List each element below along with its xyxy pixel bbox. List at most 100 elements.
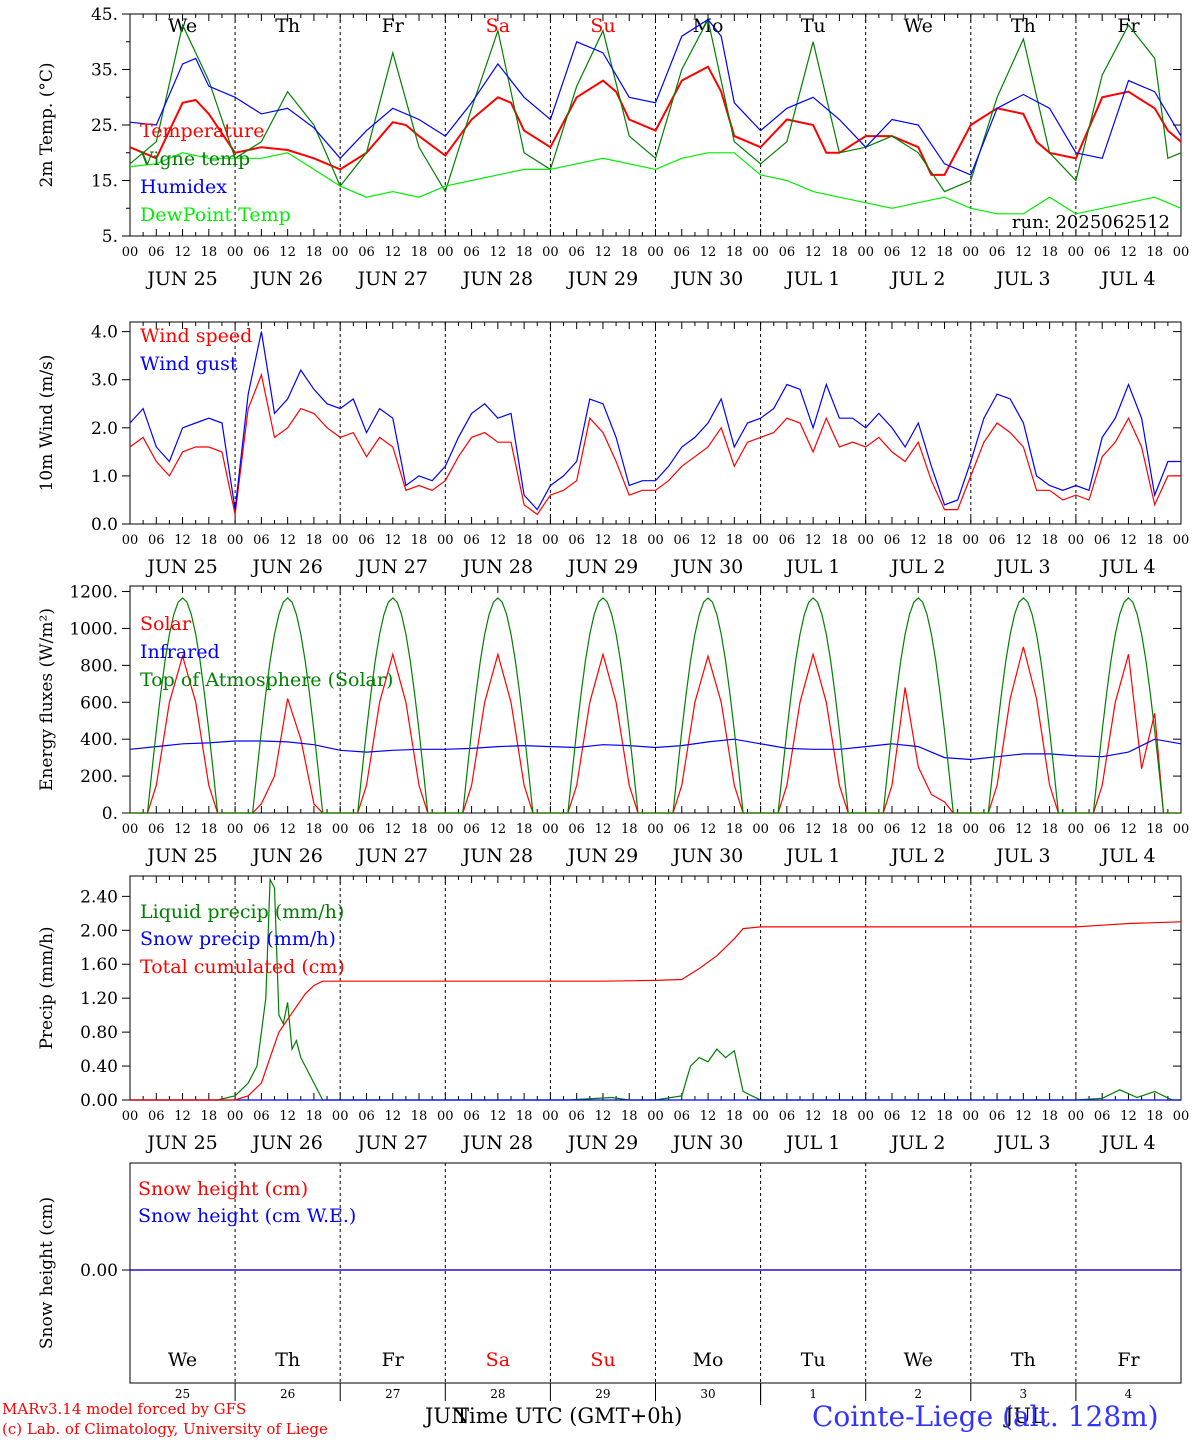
- wind-hour-label: 18: [936, 533, 953, 548]
- wind-hour-label: 00: [227, 533, 244, 548]
- precip-hour-label: 06: [253, 1109, 270, 1124]
- energy-hour-label: 18: [201, 822, 218, 837]
- energy-hour-label: 12: [174, 822, 191, 837]
- temp-hour-label: 18: [936, 245, 953, 260]
- wind-hour-label-end: 00: [1173, 533, 1190, 548]
- precip-hour-label: 00: [963, 1109, 980, 1124]
- temp-hour-label: 00: [227, 245, 244, 260]
- wind-series-line: [129, 372, 1181, 516]
- run-label: run: 2025062512: [1012, 212, 1170, 233]
- temp-day-label: JUN 27: [356, 268, 428, 290]
- energy-hour-label: 12: [595, 822, 612, 837]
- snow-ytick-label: 0.00: [80, 1261, 118, 1281]
- energy-legend-entry: Infrared: [140, 641, 220, 663]
- energy-hour-label: 12: [384, 822, 401, 837]
- temp-day-label: JUL 2: [889, 268, 945, 290]
- temp-hour-label: 18: [621, 245, 638, 260]
- temp-day-name: Tu: [801, 15, 826, 37]
- wind-ytick-label: 1.0: [91, 467, 118, 487]
- energy-hour-label: 18: [1041, 822, 1058, 837]
- wind-hour-label: 12: [384, 533, 401, 548]
- temp-day-name: Fr: [382, 15, 405, 37]
- snow-day-name: We: [904, 1349, 933, 1371]
- energy-hour-label: 00: [542, 822, 559, 837]
- wind-hour-label: 06: [568, 533, 585, 548]
- temp-series-line: [129, 65, 1182, 176]
- lab-credit-line: (c) Lab. of Climatology, University of L…: [2, 1420, 328, 1438]
- energy-hour-label: 06: [884, 822, 901, 837]
- snow-day-name: Su: [590, 1349, 615, 1371]
- temp-hour-label: 12: [700, 245, 717, 260]
- temp-hour-label: 12: [279, 245, 296, 260]
- wind-day-label: JUN 26: [250, 556, 322, 578]
- wind-hour-label: 12: [910, 533, 927, 548]
- energy-hour-label: 00: [437, 822, 454, 837]
- precip-day-label: JUN 29: [566, 1132, 638, 1154]
- energy-hour-label: 06: [989, 822, 1006, 837]
- temp-hour-label: 00: [332, 245, 349, 260]
- precip-ytick-label: 0.80: [80, 1023, 118, 1043]
- wind-hour-label: 12: [279, 533, 296, 548]
- wind-hour-label: 00: [122, 533, 139, 548]
- temp-ylabel: 2m Temp. (°C): [37, 62, 57, 187]
- month-label-jun: JUN: [425, 1404, 470, 1428]
- temp-hour-label: 00: [963, 245, 980, 260]
- precip-hour-label: 00: [542, 1109, 559, 1124]
- precip-ytick-label: 0.00: [80, 1091, 118, 1111]
- temp-day-label: JUN 29: [566, 268, 638, 290]
- temp-hour-label: 00: [647, 245, 664, 260]
- snow-day-name: Fr: [382, 1349, 405, 1371]
- energy-day-label: JUN 26: [250, 845, 322, 867]
- temp-day-label: JUN 25: [145, 268, 217, 290]
- wind-hour-label: 18: [621, 533, 638, 548]
- temp-series-line: [129, 17, 1182, 194]
- temp-hour-label: 00: [752, 245, 769, 260]
- snow-legend-entry: Snow height (cm): [138, 1178, 308, 1200]
- wind-hour-label: 12: [174, 533, 191, 548]
- energy-hour-label: 06: [568, 822, 585, 837]
- precip-day-label: JUN 27: [356, 1132, 428, 1154]
- energy-day-label: JUN 28: [461, 845, 533, 867]
- temp-day-name: Th: [275, 15, 300, 37]
- precip-legend-entry: Snow precip (mm/h): [140, 928, 336, 950]
- energy-hour-label: 18: [936, 822, 953, 837]
- energy-day-label: JUN 29: [566, 845, 638, 867]
- temp-ytick-label: 25.: [91, 116, 118, 136]
- wind-hour-label: 12: [595, 533, 612, 548]
- energy-hour-label: 00: [332, 822, 349, 837]
- wind-hour-label: 06: [148, 533, 165, 548]
- energy-day-label: JUN 30: [671, 845, 743, 867]
- temp-hour-label: 06: [568, 245, 585, 260]
- temp-hour-label: 18: [411, 245, 428, 260]
- snow-day-number: 29: [595, 1387, 610, 1401]
- temp-hour-label: 00: [122, 245, 139, 260]
- energy-hour-label: 00: [1068, 822, 1085, 837]
- energy-hour-label: 06: [253, 822, 270, 837]
- energy-hour-label: 06: [1094, 822, 1111, 837]
- precip-day-label: JUN 30: [671, 1132, 743, 1154]
- precip-ytick-label: 1.20: [80, 989, 118, 1009]
- energy-ytick-label: 0.: [102, 804, 118, 824]
- temp-ytick-label: 45.: [91, 5, 118, 25]
- month-label-jul: JUL: [1005, 1404, 1046, 1428]
- energy-hour-label: 00: [857, 822, 874, 837]
- temp-hour-label: 12: [174, 245, 191, 260]
- energy-legend-entry: Top of Atmosphere (Solar): [140, 669, 393, 691]
- precip-hour-label: 12: [1120, 1109, 1137, 1124]
- temp-ytick-label: 15.: [91, 172, 118, 192]
- energy-ytick-label: 600.: [80, 693, 118, 713]
- precip-legend-entry: Total cumulated (cm): [140, 956, 345, 978]
- wind-hour-label: 06: [358, 533, 375, 548]
- precip-hour-label: 18: [1041, 1109, 1058, 1124]
- precip-hour-label: 00: [752, 1109, 769, 1124]
- temp-hour-label: 12: [384, 245, 401, 260]
- energy-legend-entry: Solar: [140, 613, 192, 635]
- wind-ytick-label: 0.0: [91, 515, 118, 535]
- temp-day-label: JUN 26: [250, 268, 322, 290]
- temp-hour-label: 18: [306, 245, 323, 260]
- temp-hour-label: 18: [516, 245, 533, 260]
- energy-hour-label: 18: [621, 822, 638, 837]
- wind-day-label: JUN 28: [461, 556, 533, 578]
